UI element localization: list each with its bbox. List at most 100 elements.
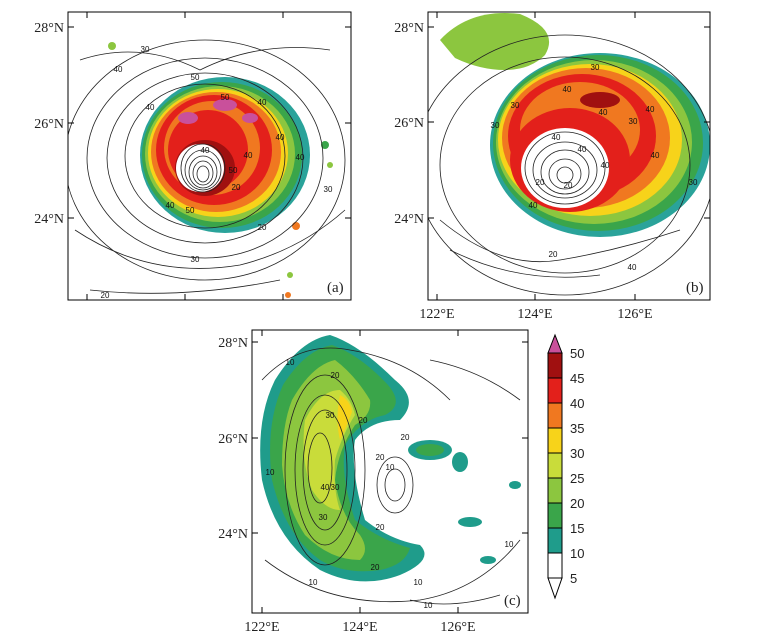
contour-label: 20: [549, 250, 558, 259]
lat-tick-label: 26°N: [394, 116, 424, 131]
contour-label: 20: [359, 416, 368, 425]
contour-label: 30: [511, 101, 520, 110]
lat-tick-label: 28°N: [394, 21, 424, 36]
colorbar-bottom-arrow: [547, 577, 563, 600]
contour-label: 20: [371, 563, 380, 572]
panel-b-frame: [427, 11, 711, 301]
lon-tick-label: 122°E: [419, 307, 454, 322]
contour-label: 40: [646, 105, 655, 114]
annotations: (a)28°N26°N24°N3040504050404030203020204…: [34, 12, 710, 635]
contour-label: 40: [651, 151, 660, 160]
panel-a: [67, 11, 352, 301]
contour-label: 50: [229, 166, 238, 175]
contour-label: 30: [319, 513, 328, 522]
panel-c-contours: [261, 347, 521, 605]
lat-tick-label: 26°N: [218, 432, 248, 447]
colorbar-segment: [547, 552, 563, 579]
colorbar-segment: [547, 377, 563, 404]
panel-a-map: [68, 12, 351, 300]
colorbar-label: 5: [570, 571, 577, 586]
colorbar-segment: [547, 427, 563, 454]
lat-tick-label: 24°N: [394, 212, 424, 227]
contour-label: 30: [141, 45, 150, 54]
contour-label: 20: [101, 291, 110, 300]
contour-label: 40: [146, 103, 155, 112]
contour-label: 40: [552, 133, 561, 142]
contour-label: 10: [386, 463, 395, 472]
contour-label: 40: [578, 145, 587, 154]
contour-label: 30: [331, 483, 340, 492]
colorbar-segment: [547, 352, 563, 379]
colorbar-label: 35: [570, 421, 584, 436]
contour-label: 40: [601, 161, 610, 170]
contour-label: 50: [191, 73, 200, 82]
contour-label: 40: [321, 483, 330, 492]
lat-tick-label: 24°N: [34, 212, 64, 227]
contour-label: 30: [191, 255, 200, 264]
contour-label: 30: [326, 411, 335, 420]
contour-label: 30: [591, 63, 600, 72]
colorbar-label: 10: [570, 546, 584, 561]
contour-label: 40: [166, 201, 175, 210]
contour-label: 20: [376, 453, 385, 462]
contour-label: 40: [276, 133, 285, 142]
contour-label: 50: [221, 93, 230, 102]
contour-label: 10: [424, 601, 433, 610]
lat-tick-label: 24°N: [218, 527, 248, 542]
contour-label: 30: [491, 121, 500, 130]
lon-tick-label: 122°E: [244, 620, 279, 635]
contour-label: 10: [309, 578, 318, 587]
contour-label: 40: [563, 85, 572, 94]
contour-label: 40: [628, 263, 637, 272]
panel-b: [427, 11, 711, 301]
contour-label: 40: [201, 146, 210, 155]
contour-label: 20: [536, 178, 545, 187]
contour-label: 40: [296, 153, 305, 162]
lon-tick-label: 126°E: [617, 307, 652, 322]
contour-label: 30: [629, 117, 638, 126]
lat-tick-label: 28°N: [34, 21, 64, 36]
colorbar-segment: [547, 402, 563, 429]
colorbar-label: 45: [570, 371, 584, 386]
contour-label: 10: [286, 358, 295, 367]
lon-tick-label: 126°E: [440, 620, 475, 635]
panel-b-contours: [428, 34, 710, 296]
colorbar-segment: [547, 502, 563, 529]
colorbar-top-arrow: [547, 333, 563, 354]
panel-label-0: (a): [327, 280, 344, 296]
contour-label: 40: [599, 108, 608, 117]
contour-label: 10: [414, 578, 423, 587]
contour-label: 20: [232, 183, 241, 192]
panel-a-contours: [68, 39, 346, 294]
contour-label: 20: [258, 223, 267, 232]
colorbar-segment: [547, 477, 563, 504]
contour-label: 20: [331, 371, 340, 380]
panel-a-shading: [108, 42, 333, 298]
contour-label: 20: [401, 433, 410, 442]
contour-label: 10: [505, 540, 514, 549]
panel-c-shading: [260, 335, 521, 582]
contour-label: 40: [529, 201, 538, 210]
panel-label-1: (b): [686, 280, 704, 296]
colorbar-label: 20: [570, 496, 584, 511]
contour-label: 10: [266, 468, 275, 477]
lat-tick-label: 26°N: [34, 117, 64, 132]
contour-label: 30: [689, 178, 698, 187]
contour-label: 30: [324, 185, 333, 194]
colorbar-segment: [547, 452, 563, 479]
colorbar-label: 30: [570, 446, 584, 461]
lat-tick-label: 28°N: [218, 336, 248, 351]
colorbar-label: 50: [570, 346, 584, 361]
panel-label-2: (c): [504, 593, 521, 609]
panel-c-frame: [251, 329, 529, 614]
panel-c-map: [252, 330, 528, 613]
contour-label: 20: [376, 523, 385, 532]
panel-b-map: [428, 12, 710, 300]
colorbar-segment: [547, 527, 563, 554]
lon-tick-label: 124°E: [517, 307, 552, 322]
colorbar-label: 15: [570, 521, 584, 536]
panel-a-frame: [67, 11, 352, 301]
contour-label: 40: [258, 98, 267, 107]
contour-label: 40: [244, 151, 253, 160]
